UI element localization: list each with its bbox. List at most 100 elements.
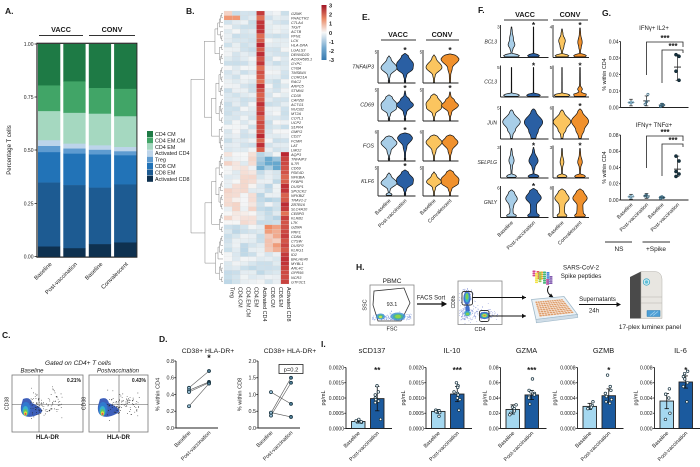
svg-text:KLRG1: KLRG1	[291, 248, 303, 252]
svg-text:CD8b: CD8b	[451, 295, 457, 308]
svg-text:*: *	[532, 61, 536, 71]
svg-text:NUCB2: NUCB2	[291, 107, 305, 111]
svg-text:1.00: 1.00	[24, 42, 34, 48]
svg-text:% within CD8: % within CD8	[238, 378, 244, 412]
svg-text:93.1: 93.1	[387, 302, 398, 308]
svg-text:0.0010: 0.0010	[409, 396, 425, 402]
svg-text:0.03: 0.03	[609, 56, 619, 62]
svg-text:CD8 EM: CD8 EM	[155, 170, 176, 176]
svg-text:Spike peptides: Spike peptides	[561, 273, 602, 280]
svg-text:SSC: SSC	[363, 299, 369, 310]
svg-text:SELPLG: SELPLG	[478, 160, 498, 166]
svg-text:NS: NS	[614, 246, 624, 253]
svg-text:***: ***	[453, 366, 463, 375]
svg-text:SPOCK2: SPOCK2	[291, 189, 307, 193]
svg-text:0.02: 0.02	[609, 72, 619, 78]
svg-text:NFKBIA: NFKBIA	[291, 176, 305, 180]
svg-text:CEBPD: CEBPD	[291, 212, 304, 216]
svg-text:***: ***	[660, 128, 670, 137]
svg-text:0.6: 0.6	[167, 376, 175, 382]
svg-text:CD8A: CD8A	[291, 235, 302, 239]
svg-text:**: **	[374, 366, 381, 375]
svg-text:6: 6	[420, 130, 423, 135]
svg-text:% within CD4: % within CD4	[602, 151, 608, 183]
svg-text:0.25: 0.25	[24, 201, 34, 207]
svg-text:CD8.EM: CD8.EM	[277, 287, 283, 308]
svg-text:0: 0	[329, 31, 332, 37]
svg-text:0.02: 0.02	[609, 182, 619, 188]
svg-text:% within CD4: % within CD4	[602, 58, 608, 90]
svg-text:TRAV1-2: TRAV1-2	[291, 198, 307, 202]
svg-text:FCMR: FCMR	[291, 139, 302, 143]
svg-text:CD4.EM: CD4.EM	[253, 287, 259, 308]
svg-text:pg/mL: pg/mL	[401, 391, 407, 406]
svg-text:0.008: 0.008	[640, 365, 653, 371]
svg-text:PBMC: PBMC	[383, 278, 402, 285]
svg-text:LAT: LAT	[291, 144, 298, 148]
svg-text:RAC2: RAC2	[291, 80, 302, 84]
svg-text:3: 3	[550, 145, 553, 150]
svg-text:CONV: CONV	[102, 25, 123, 34]
svg-text:CD4 EM: CD4 EM	[155, 145, 176, 151]
svg-text:HLA-DR: HLA-DR	[36, 435, 60, 441]
svg-text:0.75: 0.75	[24, 95, 34, 101]
svg-text:DUSP2: DUSP2	[291, 244, 305, 248]
svg-text:MYBL1: MYBL1	[291, 262, 303, 266]
svg-text:*: *	[448, 45, 452, 55]
svg-text:FACS Sort: FACS Sort	[417, 296, 446, 302]
svg-text:0.00: 0.00	[609, 105, 619, 111]
svg-text:*: *	[532, 141, 536, 151]
svg-text:2.0: 2.0	[249, 359, 257, 365]
svg-text:Activated CD4: Activated CD4	[155, 151, 189, 157]
svg-text:5: 5	[375, 50, 378, 55]
svg-text:0.0: 0.0	[167, 426, 175, 432]
svg-text:FKBP5: FKBP5	[291, 180, 304, 184]
svg-text:CONV: CONV	[432, 30, 453, 39]
svg-text:0.000: 0.000	[640, 426, 653, 432]
svg-text:*: *	[403, 161, 407, 171]
svg-text:C.: C.	[2, 330, 11, 340]
svg-text:Activated CD4: Activated CD4	[261, 287, 267, 321]
svg-text:IL7R: IL7R	[291, 162, 299, 166]
svg-text:pg/mL: pg/mL	[321, 391, 327, 406]
svg-text:ZBTB16: ZBTB16	[290, 203, 306, 207]
svg-text:D.: D.	[159, 334, 168, 344]
svg-text:A.: A.	[5, 6, 14, 16]
svg-text:GZMA: GZMA	[516, 346, 537, 355]
svg-text:0.4: 0.4	[167, 392, 175, 398]
svg-text:5: 5	[420, 88, 423, 93]
svg-text:GNLY: GNLY	[484, 200, 498, 206]
svg-text:0.01: 0.01	[609, 89, 619, 95]
svg-text:5: 5	[497, 65, 500, 70]
svg-text:CD38: CD38	[291, 94, 302, 98]
svg-text:0.0015: 0.0015	[409, 381, 425, 387]
svg-text:CYBA: CYBA	[291, 66, 302, 70]
svg-text:CTLA4: CTLA4	[291, 21, 303, 25]
svg-text:0.006: 0.006	[640, 381, 653, 387]
svg-text:0.5: 0.5	[249, 409, 257, 415]
svg-text:4: 4	[550, 25, 553, 30]
svg-text:0.0000: 0.0000	[560, 426, 576, 432]
svg-text:3: 3	[497, 25, 500, 30]
svg-text:CONV: CONV	[560, 10, 581, 19]
svg-text:COTL1: COTL1	[291, 117, 303, 121]
svg-text:KLRB1: KLRB1	[291, 217, 303, 221]
svg-text:0.0004: 0.0004	[560, 396, 576, 402]
svg-text:S1PR4: S1PR4	[291, 126, 303, 130]
svg-text:CD38: CD38	[82, 397, 88, 410]
svg-text:+Spike: +Spike	[646, 246, 666, 253]
svg-text:0.0010: 0.0010	[329, 396, 345, 402]
svg-text:GZMA: GZMA	[291, 226, 302, 230]
svg-text:GPR56: GPR56	[291, 271, 304, 275]
svg-text:Percentage T cells: Percentage T cells	[7, 125, 13, 174]
svg-text:Gated on CD4+ T cells: Gated on CD4+ T cells	[45, 360, 112, 367]
svg-text:pg/mL: pg/mL	[553, 391, 559, 406]
svg-text:0.04: 0.04	[609, 165, 619, 171]
svg-text:HLA-DR: HLA-DR	[107, 435, 131, 441]
svg-text:GMFG: GMFG	[291, 130, 302, 134]
svg-text:***: ***	[668, 42, 678, 51]
svg-text:-1: -1	[329, 40, 334, 46]
svg-text:IL-6: IL-6	[674, 346, 687, 355]
svg-text:MT2A: MT2A	[291, 112, 302, 116]
svg-text:24h: 24h	[589, 308, 600, 315]
